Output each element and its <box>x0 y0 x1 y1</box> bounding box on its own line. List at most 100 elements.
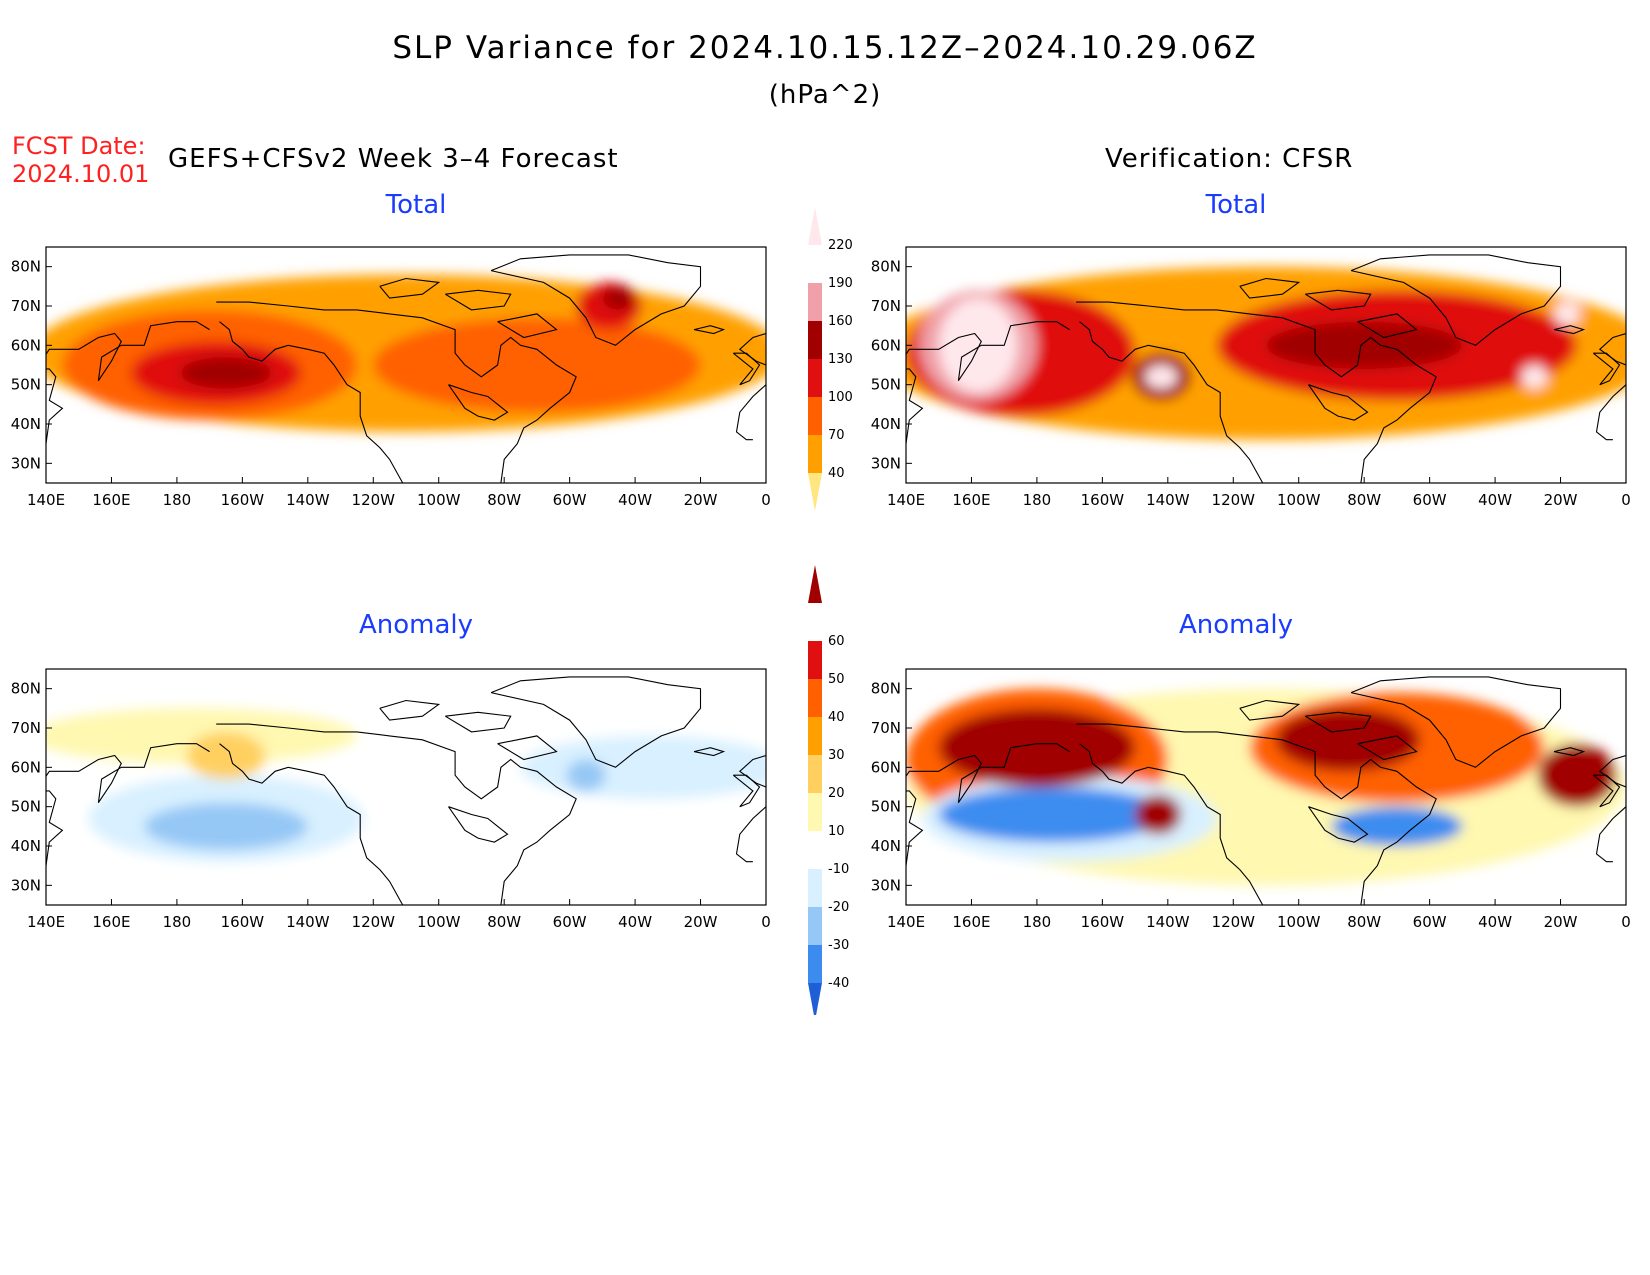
ver-total-xtick-label-10: 20W <box>1544 491 1578 509</box>
fc-total-frame <box>45 246 767 484</box>
fcst-date-label: FCST Date: <box>12 132 146 160</box>
fc-total-ytick-label-4: 70N <box>11 297 41 315</box>
cb-anom-label-5: 20 <box>828 786 845 801</box>
ver-total-ytick-label-3: 60N <box>871 336 901 354</box>
ver-anom-xtick-label-0: 140E <box>887 913 925 931</box>
fc-anom-xtick-label-11: 0 <box>761 913 771 931</box>
ver-total-contour-9 <box>1521 365 1548 389</box>
fc-anom-coastline-8 <box>732 774 761 808</box>
cb-total-swatch-4 <box>808 321 822 359</box>
fc-total-coastline-5 <box>445 289 512 311</box>
cb-anom-label-9: 60 <box>828 634 845 649</box>
cb-anom-swatch-9 <box>808 641 822 679</box>
main-title: SLP Variance for 2024.10.15.12Z–2024.10.… <box>392 30 1258 66</box>
fc-total-xtick-label-6: 100W <box>417 491 461 509</box>
fc-anom-xtick-label-1: 160E <box>92 913 130 931</box>
fc-total-xtick-label-7: 80W <box>487 491 521 509</box>
fc-total-xtick-label-4: 140W <box>286 491 330 509</box>
fc-total-coastline-3 <box>490 254 702 346</box>
fc-total-coastline-8 <box>732 352 761 386</box>
cb-anom-label-0: -40 <box>828 976 849 991</box>
cb-total-swatch-2 <box>808 397 822 435</box>
fc-anom-xtick-label-8: 60W <box>553 913 587 931</box>
cb-anom-label-2: -20 <box>828 900 849 915</box>
map-forecast-total: 140E 160E 180 160W 140W 120W 100W 80W 60W 40W 20W 0… <box>11 246 771 509</box>
ver-total-xtick-label-4: 140W <box>1146 491 1190 509</box>
verification-label: Verification: CFSR <box>1105 144 1354 174</box>
units-subtitle: (hPa^2) <box>768 80 882 110</box>
fc-total-ytick-label-2: 50N <box>11 376 41 394</box>
cb-anom-swatch-5 <box>808 793 822 831</box>
ver-anom-coastlines <box>906 676 1626 905</box>
ver-anom-coastline-4 <box>1239 699 1301 721</box>
fc-total-coastline-4 <box>379 277 441 299</box>
cb-anom-swatch-7 <box>808 717 822 755</box>
ver-anom-xtick-label-4: 140W <box>1146 913 1190 931</box>
fc-total-ytick-label-1: 40N <box>11 415 41 433</box>
cb-anom-label-1: -30 <box>828 938 849 953</box>
model-label: GEFS+CFSv2 Week 3–4 Forecast <box>168 144 619 174</box>
fc-total-xtick-label-11: 0 <box>761 491 771 509</box>
fc-anom-xtick-label-7: 80W <box>487 913 521 931</box>
colorbar-total: 40 70 100 130 160 190 220 <box>808 207 853 511</box>
fc-anom-coastline-9 <box>738 754 766 788</box>
fc-anom-coastline-0 <box>46 743 210 866</box>
fc-total-coastline-9 <box>738 332 766 366</box>
fc-total-xtick-label-1: 160E <box>92 491 130 509</box>
panel-title-fc-anomaly: Anomaly <box>358 610 474 640</box>
fc-anom-xtick-label-2: 180 <box>163 913 192 931</box>
ver-total-xtick-label-1: 160E <box>952 491 990 509</box>
fc-anom-coastline-2 <box>216 723 577 905</box>
fc-anom-xtick-label-9: 40W <box>618 913 652 931</box>
ver-total-coastline-4 <box>1239 277 1301 299</box>
fc-anom-coastline-11 <box>448 806 509 843</box>
ver-total-coastline-7 <box>1553 325 1586 335</box>
ver-anom-contour-9 <box>1135 794 1181 835</box>
map-verification-total: 140E 160E 180 160W 140W 120W 100W 80W 60W 40W 20W 0… <box>871 246 1631 509</box>
cb-anom-label-3: -10 <box>828 862 849 877</box>
cb-anom-label-6: 30 <box>828 748 845 763</box>
ver-total-xtick-label-11: 0 <box>1621 491 1631 509</box>
ver-anom-ytick-label-2: 50N <box>871 798 901 816</box>
ver-anom-contour-8 <box>1537 743 1617 807</box>
ver-anom-ytick-label-1: 40N <box>871 837 901 855</box>
ver-total-xtick-label-3: 160W <box>1081 491 1125 509</box>
ver-total-ytick-label-0: 30N <box>871 454 901 472</box>
ver-anom-xtick-label-10: 20W <box>1544 913 1578 931</box>
cb-total-swatch-3 <box>808 359 822 397</box>
ver-anom-coastline-1 <box>1079 743 1264 905</box>
fc-total-contour-5 <box>180 357 272 389</box>
cb-total-label-0: 40 <box>828 466 845 481</box>
cb-anom-arrow-bottom <box>808 983 822 1015</box>
cb-anom-label-8: 50 <box>828 672 845 687</box>
ver-total-ytick-label-4: 70N <box>871 297 901 315</box>
ver-total-xtick-label-5: 120W <box>1212 491 1256 509</box>
ver-total-xtick-label-7: 80W <box>1347 491 1381 509</box>
fc-anom-coastline-5 <box>445 711 512 733</box>
ver-total-xtick-label-6: 100W <box>1277 491 1321 509</box>
ver-anom-coastline-2 <box>1076 723 1437 905</box>
fc-total-xtick-label-8: 60W <box>553 491 587 509</box>
ver-anom-xtick-label-2: 180 <box>1023 913 1052 931</box>
ver-total-coastline-5 <box>1305 289 1372 311</box>
ver-anom-coastline-3 <box>1350 676 1562 768</box>
fc-anom-contour-1 <box>46 708 357 764</box>
ver-total-contour-5 <box>938 298 1018 393</box>
cb-total-label-1: 70 <box>828 428 845 443</box>
ver-anom-contour-7 <box>1331 806 1463 846</box>
ver-anom-coastline-7 <box>1553 747 1586 757</box>
ver-anom-xtick-label-7: 80W <box>1347 913 1381 931</box>
fc-total-coastlines <box>46 254 766 483</box>
cb-anom-swatch-8 <box>808 679 822 717</box>
fc-anom-ytick-label-1: 40N <box>11 837 41 855</box>
ver-anom-coastline-5 <box>1305 711 1372 733</box>
ver-anom-coastline-8 <box>1592 774 1621 808</box>
ver-anom-contour-6 <box>1275 708 1420 772</box>
fc-anom-ytick-label-0: 30N <box>11 876 41 894</box>
ver-total-coastline-1 <box>1079 321 1264 483</box>
ver-total-ytick-label-1: 40N <box>871 415 901 433</box>
fc-total-xtick-label-5: 120W <box>352 491 396 509</box>
fc-anom-ytick-label-3: 60N <box>11 758 41 776</box>
cb-total-label-6: 220 <box>828 238 853 253</box>
ver-total-ytick-label-5: 80N <box>871 258 901 276</box>
